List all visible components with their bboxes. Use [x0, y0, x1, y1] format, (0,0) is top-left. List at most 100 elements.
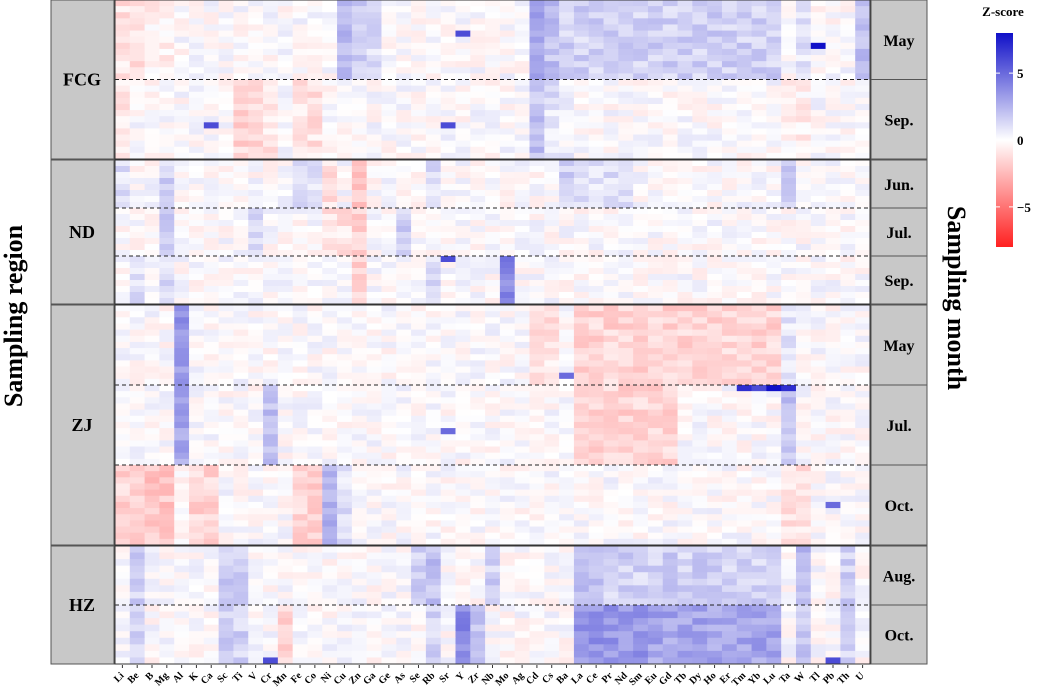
heatmap-cell: [218, 128, 234, 135]
heatmap-cell: [322, 6, 338, 13]
heatmap-cell: [292, 42, 308, 50]
heatmap-cell: [721, 178, 738, 185]
heatmap-cell: [381, 256, 397, 263]
heatmap-cell: [647, 585, 664, 593]
heatmap-cell: [544, 24, 560, 31]
heatmap-cell: [825, 495, 841, 503]
heatmap-cell: [751, 341, 767, 349]
heatmap-cell: [603, 415, 619, 423]
heatmap-cell: [544, 421, 560, 429]
heatmap-cell: [618, 591, 634, 599]
heatmap-cell: [203, 501, 220, 509]
heatmap-cell: [677, 526, 693, 534]
heatmap-cell: [381, 434, 397, 441]
heatmap-cell: [218, 434, 234, 441]
heatmap-cell: [159, 552, 175, 560]
heatmap-cell: [603, 526, 619, 534]
heatmap-cell: [751, 360, 767, 367]
heatmap-cell: [766, 140, 782, 148]
heatmap-cell: [810, 335, 826, 343]
heatmap-cell: [425, 67, 442, 74]
heatmap-cell: [840, 546, 856, 553]
heatmap-cell: [115, 354, 131, 361]
heatmap-cell: [573, 292, 590, 299]
heatmap-cell: [351, 268, 368, 275]
heatmap-cell: [781, 30, 797, 38]
heatmap-cell: [840, 55, 856, 62]
heatmap-cell: [751, 495, 767, 503]
heatmap-cell: [159, 378, 175, 386]
heatmap-cell: [277, 446, 294, 454]
heatmap-cell: [189, 160, 205, 167]
heatmap-cell: [189, 55, 205, 62]
heatmap-cell: [115, 268, 131, 275]
heatmap-cell: [662, 256, 678, 263]
heatmap-cell: [381, 280, 397, 287]
heatmap-cell: [218, 67, 234, 74]
heatmap-cell: [322, 30, 338, 38]
heatmap-cell: [129, 360, 145, 367]
heatmap-cell: [485, 85, 501, 93]
heatmap-cell: [159, 226, 175, 233]
heatmap-cell: [514, 495, 530, 503]
heatmap-cell: [766, 532, 782, 540]
heatmap-cell: [810, 97, 826, 105]
heatmap-cell: [233, 286, 249, 293]
heatmap-cell: [618, 477, 634, 484]
heatmap-cell: [781, 514, 797, 521]
heatmap-cell: [396, 546, 412, 553]
heatmap-cell: [455, 122, 471, 129]
heatmap-cell: [781, 311, 797, 318]
heatmap-cell: [573, 61, 590, 68]
heatmap-cell: [499, 317, 516, 324]
heatmap-cell: [692, 208, 708, 215]
heatmap-cell: [263, 403, 279, 411]
heatmap-cell: [174, 329, 190, 337]
heatmap-cell: [840, 572, 856, 580]
heatmap-cell: [810, 483, 826, 491]
heatmap-cell: [707, 559, 723, 567]
heatmap-cell: [514, 12, 530, 19]
heatmap-cell: [159, 61, 175, 68]
heatmap-cell: [292, 36, 308, 44]
heatmap-cell: [263, 354, 279, 361]
heatmap-cell: [573, 262, 590, 269]
heatmap-cell: [721, 526, 738, 534]
heatmap-cell: [840, 421, 856, 429]
heatmap-cell: [174, 146, 190, 154]
heatmap-cell: [544, 232, 560, 239]
heatmap-cell: [810, 190, 826, 197]
heatmap-cell: [485, 415, 501, 423]
heatmap-cell: [781, 428, 797, 435]
heatmap-cell: [559, 335, 575, 343]
heatmap-cell: [159, 262, 175, 269]
heatmap-cell: [396, 184, 412, 191]
heatmap-cell: [129, 42, 145, 50]
heatmap-cell: [692, 489, 708, 497]
heatmap-cell: [425, 415, 442, 423]
heatmap-cell: [455, 477, 471, 484]
heatmap-cell: [499, 36, 516, 44]
heatmap-cell: [485, 55, 501, 62]
heatmap-cell: [277, 458, 294, 466]
heatmap-cell: [485, 226, 501, 233]
heatmap-cell: [159, 501, 175, 509]
heatmap-cell: [766, 274, 782, 281]
heatmap-cell: [366, 91, 382, 99]
heatmap-cell: [425, 565, 442, 573]
heatmap-cell: [440, 348, 456, 355]
heatmap-cell: [129, 190, 145, 197]
heatmap-cell: [633, 140, 649, 148]
heatmap-cell: [633, 36, 649, 44]
heatmap-cell: [455, 532, 471, 540]
heatmap-cell: [840, 532, 856, 540]
heatmap-cell: [633, 286, 649, 293]
heatmap-cell: [766, 292, 782, 299]
heatmap-cell: [544, 409, 560, 417]
heatmap-cell: [411, 298, 427, 305]
heatmap-cell: [233, 116, 249, 123]
heatmap-cell: [499, 67, 516, 74]
heatmap-cell: [189, 360, 205, 367]
heatmap-cell: [544, 190, 560, 197]
heatmap-cell: [485, 559, 501, 567]
